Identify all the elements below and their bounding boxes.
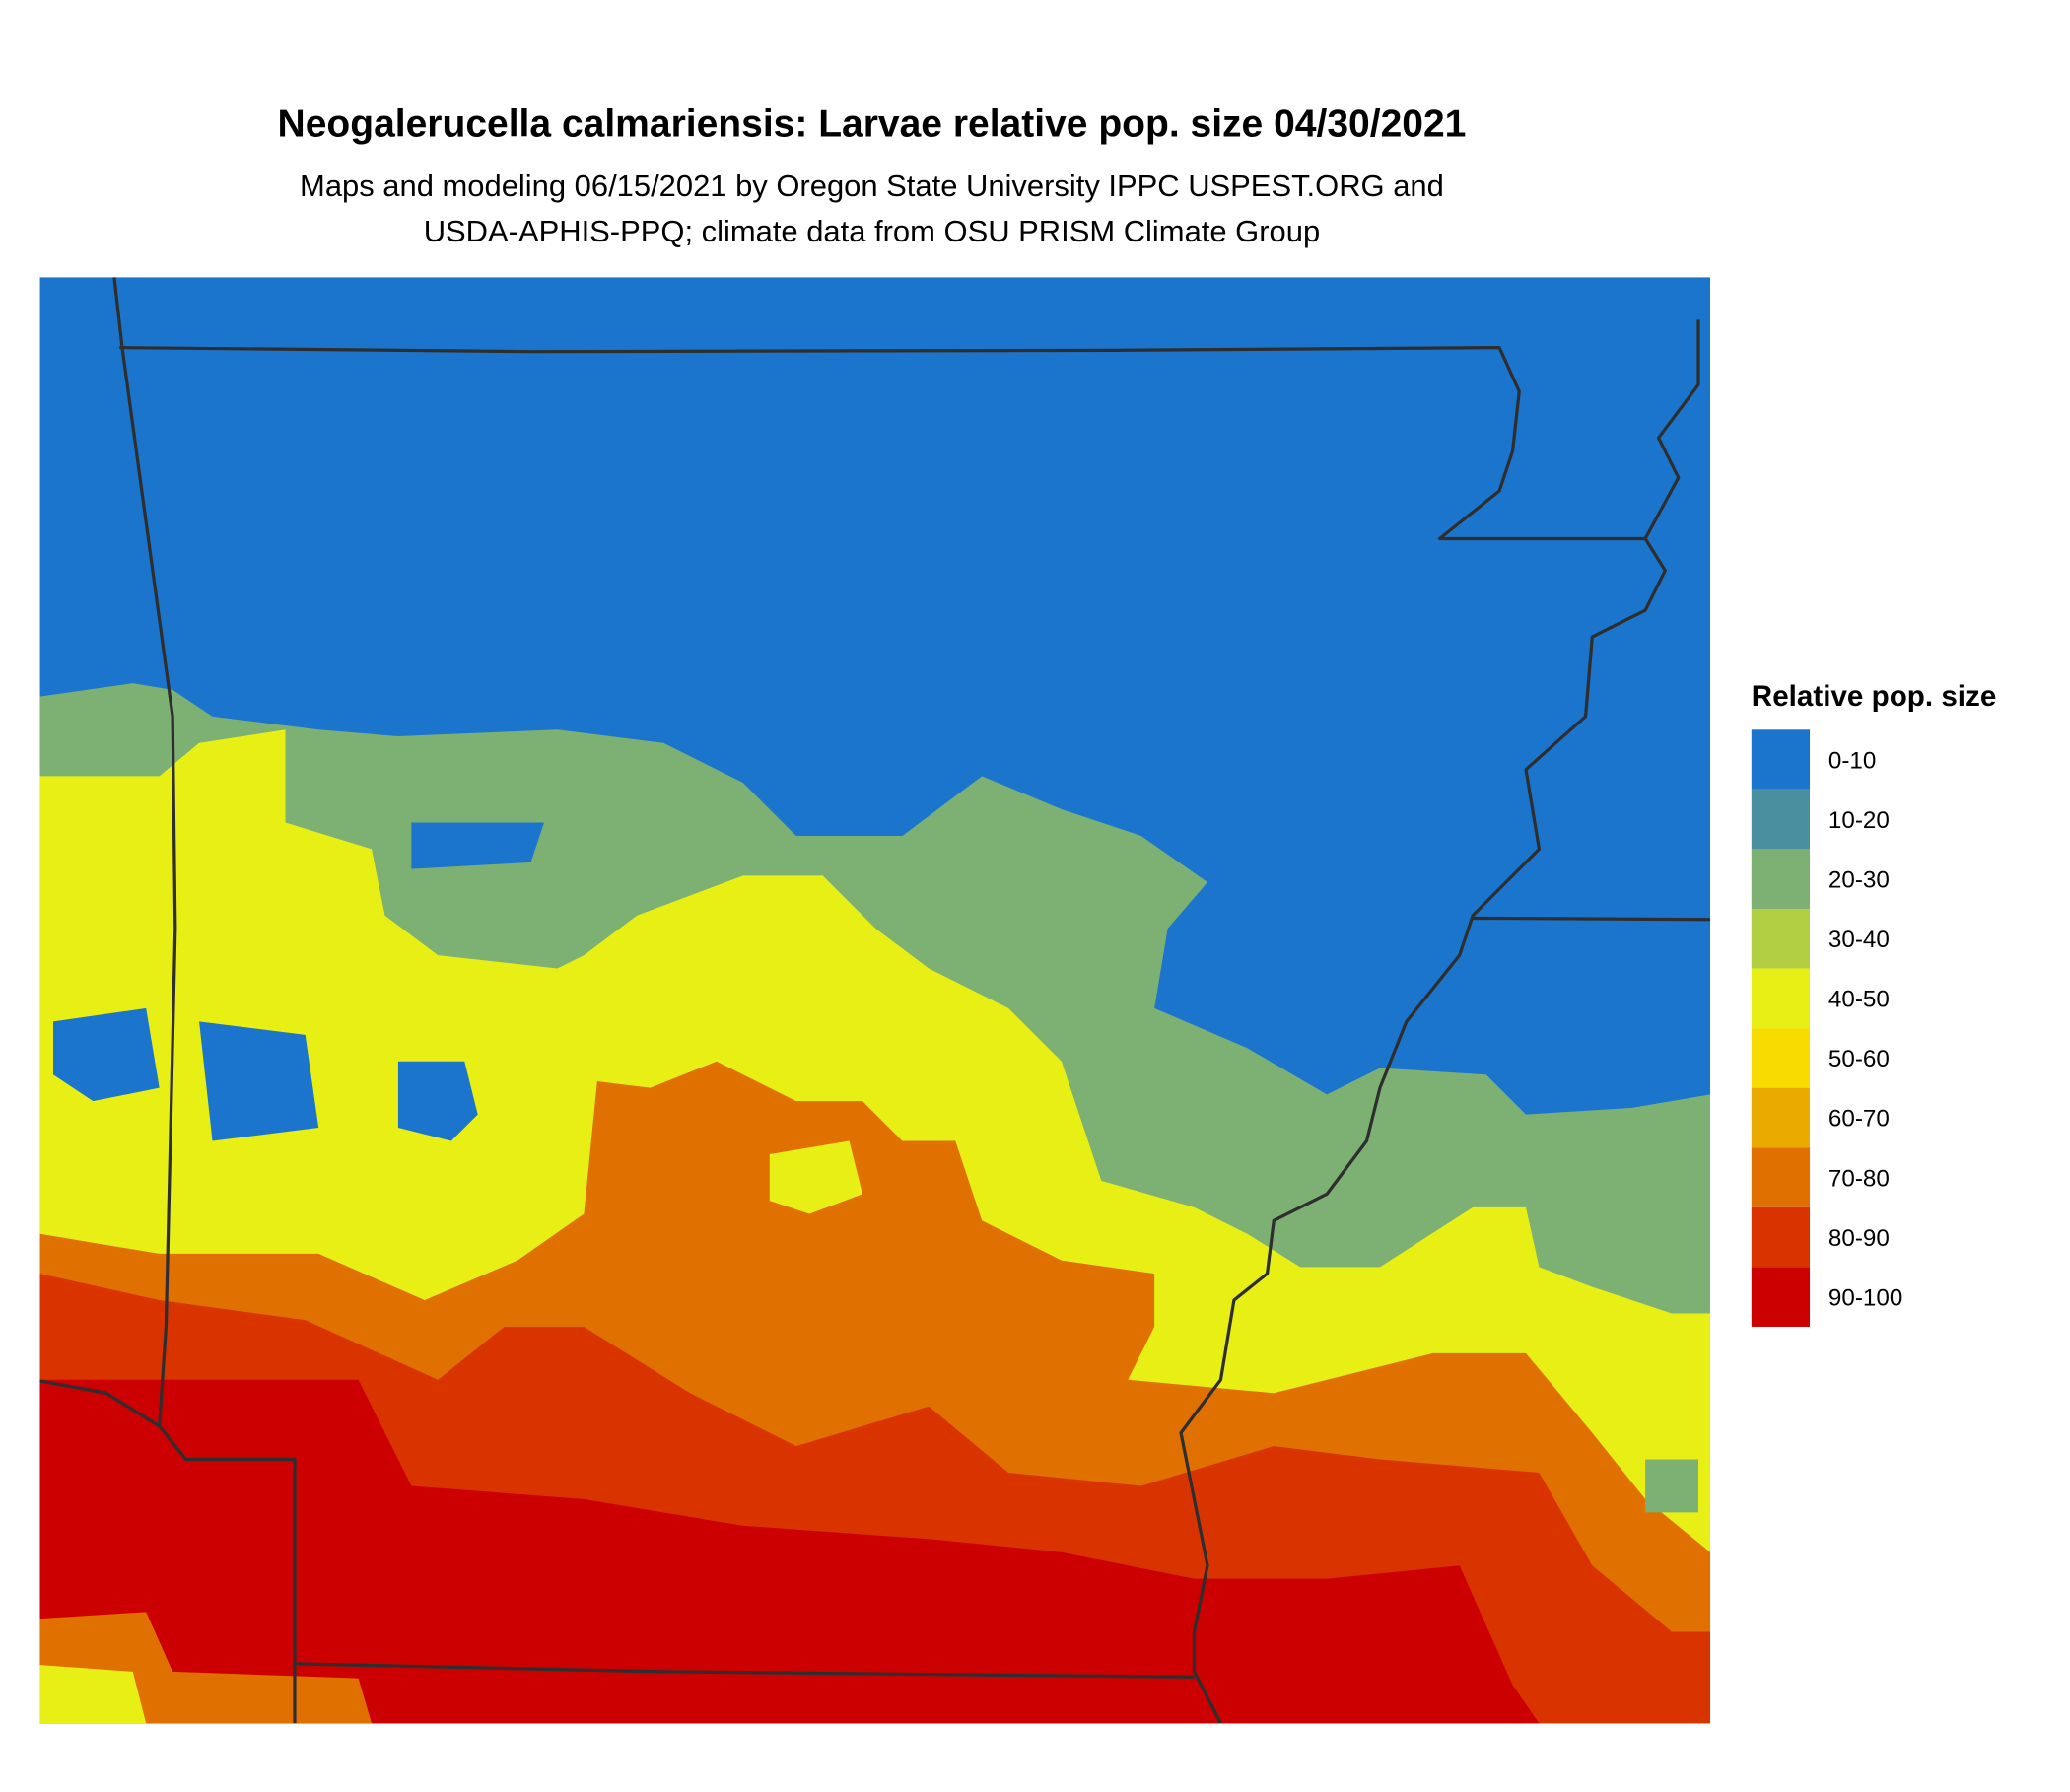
state-border xyxy=(39,277,1711,1724)
subtitle: USDA-APHIS-PPQ; climate data from OSU PR… xyxy=(424,214,1320,248)
legend-swatch xyxy=(1751,1267,1811,1327)
legend-label: 70-80 xyxy=(1828,1165,1890,1192)
legend-swatch xyxy=(1751,789,1811,850)
legend-swatch xyxy=(1751,1028,1811,1088)
legend-label: 0-10 xyxy=(1828,747,1876,774)
legend-swatch xyxy=(1751,908,1811,969)
subtitle: Maps and modeling 06/15/2021 by Oregon S… xyxy=(300,169,1444,203)
zone-20-30 xyxy=(1645,1459,1698,1513)
legend-label: 90-100 xyxy=(1828,1284,1902,1311)
legend: 0-10 10-20 20-30 30-40 40-50 50-60 60-70 70-80 8… xyxy=(1751,729,1902,1327)
legend-swatch xyxy=(1751,968,1811,1029)
legend-swatch xyxy=(1751,1087,1811,1148)
legend-label: 30-40 xyxy=(1828,927,1890,953)
legend-label: 50-60 xyxy=(1828,1046,1890,1072)
legend-swatch xyxy=(1751,1147,1811,1207)
legend-swatch xyxy=(1751,849,1811,909)
title: Neogalerucella calmariensis: Larvae rela… xyxy=(278,103,1467,146)
zone-0-10 xyxy=(52,822,544,1141)
legend-swatch xyxy=(1751,1206,1811,1268)
legend-title: Relative pop. size xyxy=(1752,680,1996,713)
map xyxy=(39,277,1711,1724)
zone-40-50 xyxy=(39,1665,147,1724)
zone-40-50 xyxy=(769,1140,863,1214)
legend-label: 40-50 xyxy=(1828,987,1890,1013)
legend-label: 80-90 xyxy=(1828,1225,1890,1252)
legend-swatch xyxy=(1751,729,1811,790)
legend-label: 20-30 xyxy=(1828,866,1890,893)
zone-90-100 xyxy=(39,1379,1540,1724)
legend-label: 10-20 xyxy=(1828,807,1890,834)
legend-label: 60-70 xyxy=(1828,1106,1890,1133)
